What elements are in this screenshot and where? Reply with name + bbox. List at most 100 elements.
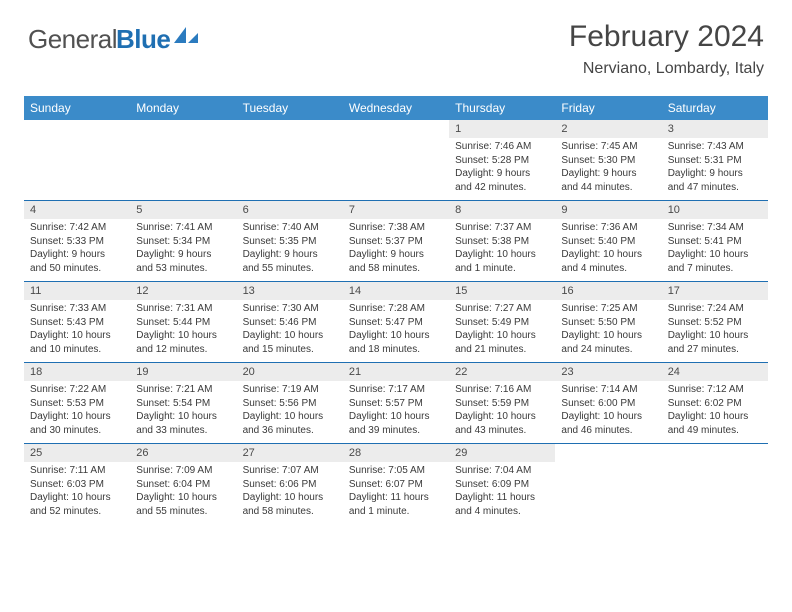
daylight-l1: Daylight: 10 hours [136,329,230,343]
daylight-l1: Daylight: 10 hours [455,329,549,343]
month-title: February 2024 [569,20,764,54]
dow-row: Sunday Monday Tuesday Wednesday Thursday… [24,96,768,120]
dow-sat: Saturday [662,96,768,120]
daylight-l1: Daylight: 10 hours [561,410,655,424]
sunrise: Sunrise: 7:45 AM [561,140,655,154]
sunrise: Sunrise: 7:07 AM [243,464,337,478]
daylight-l1: Daylight: 10 hours [136,491,230,505]
daylight-l1: Daylight: 9 hours [243,248,337,262]
day-info-cell: Sunrise: 7:31 AMSunset: 5:44 PMDaylight:… [130,300,236,363]
daylight-l1: Daylight: 9 hours [455,167,549,181]
daylight-l2: and 53 minutes. [136,262,230,276]
sunrise: Sunrise: 7:28 AM [349,302,443,316]
day-number-cell: 8 [449,201,555,220]
daylight-l1: Daylight: 11 hours [349,491,443,505]
sunset: Sunset: 6:03 PM [30,478,124,492]
sunset: Sunset: 5:33 PM [30,235,124,249]
day-info-cell: Sunrise: 7:16 AMSunset: 5:59 PMDaylight:… [449,381,555,444]
day-info-cell: Sunrise: 7:37 AMSunset: 5:38 PMDaylight:… [449,219,555,282]
info-row: Sunrise: 7:11 AMSunset: 6:03 PMDaylight:… [24,462,768,524]
day-info-cell: Sunrise: 7:14 AMSunset: 6:00 PMDaylight:… [555,381,661,444]
day-info-cell: Sunrise: 7:28 AMSunset: 5:47 PMDaylight:… [343,300,449,363]
sunset: Sunset: 5:59 PM [455,397,549,411]
header: GeneralBlue February 2024 Nerviano, Lomb… [24,18,768,90]
daylight-l2: and 7 minutes. [668,262,762,276]
daylight-l1: Daylight: 10 hours [561,329,655,343]
day-number-cell: 11 [24,282,130,301]
sunset: Sunset: 5:53 PM [30,397,124,411]
sunset: Sunset: 5:50 PM [561,316,655,330]
day-info-cell: Sunrise: 7:45 AMSunset: 5:30 PMDaylight:… [555,138,661,201]
day-info-cell: Sunrise: 7:33 AMSunset: 5:43 PMDaylight:… [24,300,130,363]
day-number-cell: 2 [555,120,661,138]
sunset: Sunset: 5:35 PM [243,235,337,249]
daylight-l2: and 24 minutes. [561,343,655,357]
sunset: Sunset: 5:43 PM [30,316,124,330]
info-row: Sunrise: 7:42 AMSunset: 5:33 PMDaylight:… [24,219,768,282]
daylight-l2: and 39 minutes. [349,424,443,438]
daylight-l1: Daylight: 9 hours [30,248,124,262]
day-info-cell: Sunrise: 7:09 AMSunset: 6:04 PMDaylight:… [130,462,236,524]
logo-text: GeneralBlue [28,24,170,55]
daylight-l1: Daylight: 10 hours [30,491,124,505]
sunset: Sunset: 5:37 PM [349,235,443,249]
day-number-cell: 28 [343,444,449,463]
daylight-l1: Daylight: 10 hours [349,329,443,343]
daylight-l2: and 55 minutes. [136,505,230,519]
daylight-l1: Daylight: 10 hours [668,329,762,343]
day-number-cell: 19 [130,363,236,382]
daylight-l1: Daylight: 9 hours [349,248,443,262]
sunrise: Sunrise: 7:36 AM [561,221,655,235]
day-info-cell [24,138,130,201]
sunset: Sunset: 5:44 PM [136,316,230,330]
sunrise: Sunrise: 7:41 AM [136,221,230,235]
logo: GeneralBlue [28,24,200,55]
sunset: Sunset: 5:56 PM [243,397,337,411]
daylight-l1: Daylight: 10 hours [30,329,124,343]
sunrise: Sunrise: 7:17 AM [349,383,443,397]
dow-mon: Monday [130,96,236,120]
day-info-cell [555,462,661,524]
day-number-cell: 4 [24,201,130,220]
sunrise: Sunrise: 7:04 AM [455,464,549,478]
daylight-l2: and 1 minute. [349,505,443,519]
sunrise: Sunrise: 7:33 AM [30,302,124,316]
sunrise: Sunrise: 7:14 AM [561,383,655,397]
daylight-l2: and 43 minutes. [455,424,549,438]
day-number-cell: 27 [237,444,343,463]
daylight-l1: Daylight: 11 hours [455,491,549,505]
sunset: Sunset: 5:30 PM [561,154,655,168]
logo-word2: Blue [116,24,170,54]
dow-sun: Sunday [24,96,130,120]
day-number-cell [555,444,661,463]
sunrise: Sunrise: 7:05 AM [349,464,443,478]
dow-fri: Friday [555,96,661,120]
daynum-row: 18192021222324 [24,363,768,382]
daylight-l2: and 44 minutes. [561,181,655,195]
daylight-l2: and 46 minutes. [561,424,655,438]
daylight-l2: and 55 minutes. [243,262,337,276]
calendar-body: 123Sunrise: 7:46 AMSunset: 5:28 PMDaylig… [24,120,768,524]
sunset: Sunset: 5:41 PM [668,235,762,249]
daylight-l2: and 58 minutes. [349,262,443,276]
sunrise: Sunrise: 7:42 AM [30,221,124,235]
sunset: Sunset: 5:52 PM [668,316,762,330]
sunrise: Sunrise: 7:11 AM [30,464,124,478]
daylight-l2: and 12 minutes. [136,343,230,357]
sunset: Sunset: 5:38 PM [455,235,549,249]
daylight-l2: and 15 minutes. [243,343,337,357]
day-number-cell: 12 [130,282,236,301]
daylight-l1: Daylight: 10 hours [455,410,549,424]
daynum-row: 11121314151617 [24,282,768,301]
sunset: Sunset: 5:54 PM [136,397,230,411]
info-row: Sunrise: 7:22 AMSunset: 5:53 PMDaylight:… [24,381,768,444]
dow-wed: Wednesday [343,96,449,120]
day-number-cell: 20 [237,363,343,382]
day-number-cell: 16 [555,282,661,301]
sunset: Sunset: 5:57 PM [349,397,443,411]
sunset: Sunset: 5:49 PM [455,316,549,330]
day-info-cell: Sunrise: 7:05 AMSunset: 6:07 PMDaylight:… [343,462,449,524]
day-info-cell: Sunrise: 7:46 AMSunset: 5:28 PMDaylight:… [449,138,555,201]
sunset: Sunset: 6:02 PM [668,397,762,411]
day-info-cell: Sunrise: 7:34 AMSunset: 5:41 PMDaylight:… [662,219,768,282]
